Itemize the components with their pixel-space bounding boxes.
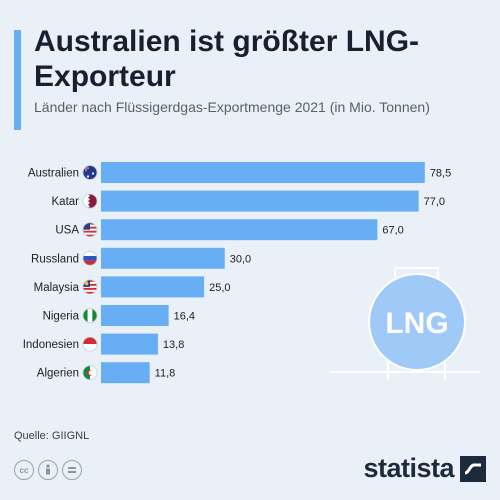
chart-title: Australien ist größter LNG-Exporteur xyxy=(34,25,420,93)
flag-part xyxy=(83,337,97,345)
accent-bar xyxy=(14,30,21,130)
flag-part xyxy=(85,165,87,172)
value-label: 67,0 xyxy=(382,225,403,237)
tank-label: LNG xyxy=(385,307,448,340)
flag-crescent xyxy=(84,281,89,286)
flag-part xyxy=(83,255,97,261)
flag-star xyxy=(86,175,90,178)
flag-part xyxy=(83,260,97,266)
flag-part xyxy=(83,291,97,294)
flag-fill xyxy=(83,365,97,380)
usa-flag-icon xyxy=(82,222,98,238)
malaysia-flag-icon xyxy=(82,279,98,295)
indonesia-flag-icon xyxy=(82,336,98,352)
category-label: Australien xyxy=(28,168,79,180)
flag-part xyxy=(83,308,88,323)
statista-logo[interactable]: statista xyxy=(363,453,486,484)
flag-part xyxy=(83,289,97,292)
value-label: 16,4 xyxy=(174,311,195,323)
bar-chart: LNG Australien 78,5 Katar 77,0 USA 67,0 Russla… xyxy=(23,162,480,384)
flag-outline xyxy=(82,222,98,238)
value-label: 78,5 xyxy=(430,168,451,180)
flag-fill xyxy=(83,165,97,180)
value-label: 77,0 xyxy=(424,196,445,208)
chart-subtitle: Länder nach Flüssigerdgas-Exportmenge 20… xyxy=(34,99,430,115)
algeria-flag-icon xyxy=(82,365,98,381)
bar-usa xyxy=(101,219,378,241)
flag-star xyxy=(91,172,95,175)
category-label: Indonesien xyxy=(23,339,79,351)
tank-body xyxy=(368,273,466,371)
flag-part xyxy=(83,232,97,235)
flag-fill xyxy=(83,279,97,294)
flag-part xyxy=(90,365,97,380)
flag-fill xyxy=(83,222,97,237)
category-label: USA xyxy=(55,225,79,237)
bar-katar xyxy=(101,190,419,212)
statista-mark-icon xyxy=(460,455,486,482)
flag-crescent-cut xyxy=(88,370,94,376)
bar-australien xyxy=(101,162,425,183)
category-label: Malaysia xyxy=(34,282,80,294)
flag-fill xyxy=(83,194,97,209)
value-label: 25,0 xyxy=(209,282,230,294)
bar-nigeria xyxy=(101,305,169,326)
bar-malaysia xyxy=(101,276,205,298)
russia-flag-icon xyxy=(82,250,98,266)
flag-outline xyxy=(82,165,98,180)
flag-outline xyxy=(82,193,98,209)
flag-outline xyxy=(82,279,98,295)
nigeria-flag-icon xyxy=(82,308,98,323)
flag-outline xyxy=(82,336,98,352)
qatar-flag-icon xyxy=(82,193,98,209)
cc-icon: cc xyxy=(14,460,34,480)
flag-part xyxy=(87,308,93,323)
flag-part xyxy=(83,344,97,352)
flag-part xyxy=(83,222,90,230)
bar-russland xyxy=(101,247,225,269)
flag-outline xyxy=(82,365,98,381)
flag-part xyxy=(92,308,97,323)
value-label: 13,8 xyxy=(163,339,184,351)
category-label: Katar xyxy=(52,196,80,208)
value-label: 11,8 xyxy=(155,368,176,380)
flag-part xyxy=(83,287,97,290)
category-label: Nigeria xyxy=(43,311,80,323)
flag-outline xyxy=(82,308,98,323)
category-label: Russland xyxy=(31,253,79,265)
brand-name: statista xyxy=(363,453,454,483)
by-icon xyxy=(38,460,58,480)
flag-part xyxy=(83,365,90,380)
tank-top-pipe xyxy=(394,267,439,278)
nd-icon xyxy=(62,460,82,480)
flag-part xyxy=(83,230,97,233)
flag-part xyxy=(83,194,88,209)
lng-tank-illustration: LNG xyxy=(330,267,480,380)
australia-flag-icon xyxy=(82,165,98,180)
flag-fill xyxy=(83,251,97,266)
license-icons: cc xyxy=(14,460,82,480)
bar-algerien xyxy=(101,362,150,384)
flag-fill xyxy=(83,308,97,323)
value-label: 30,0 xyxy=(230,253,251,265)
source-note: Quelle: GIIGNL xyxy=(14,430,90,442)
flag-part xyxy=(83,234,97,237)
flag-outline xyxy=(82,250,98,266)
category-label: Algerien xyxy=(37,368,79,380)
flag-part xyxy=(83,251,97,256)
bars-group: Australien 78,5 Katar 77,0 USA 67,0 Russland 30… xyxy=(23,162,451,384)
flag-serration xyxy=(88,194,90,209)
flag-fill xyxy=(83,337,97,352)
bar-indonesien xyxy=(101,333,158,355)
